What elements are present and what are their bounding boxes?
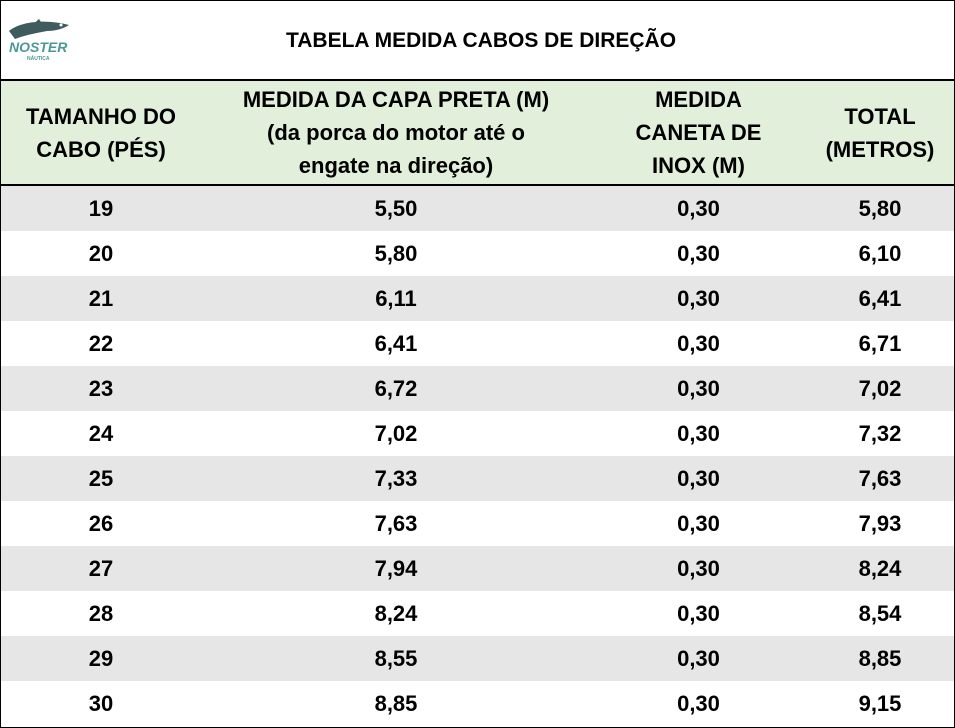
table-cell: 6,72 [374, 376, 418, 401]
table-cell: 0,30 [677, 556, 720, 581]
table-cell: 27 [88, 556, 114, 581]
table-cell: 0,30 [677, 466, 720, 491]
table-row: 19 5,50 0,30 5,80 [1, 186, 954, 231]
table-cell: 19 [88, 196, 114, 221]
table-cell: 7,63 [858, 466, 902, 491]
table-cell: 26 [88, 511, 114, 536]
header-line: CABO (PÉS) [36, 136, 166, 162]
table-cell: 7,93 [858, 511, 902, 536]
table-cell: 22 [88, 331, 114, 356]
table-cell: 6,10 [858, 241, 902, 266]
header-cell: TOTAL (METROS) [806, 81, 954, 184]
header-line: engate na direção) [298, 153, 494, 178]
title-bar: NOSTER NÁUTICA TABELA MEDIDA CABOS DE DI… [1, 1, 954, 81]
table-cell: 6,41 [374, 331, 418, 356]
table-cell: 0,30 [677, 511, 720, 536]
table-cell: 0,30 [677, 421, 720, 446]
table-cell: 8,24 [374, 601, 418, 626]
table-row: 25 7,33 0,30 7,63 [1, 456, 954, 501]
table-row: 23 6,72 0,30 7,02 [1, 366, 954, 411]
table-cell: 25 [88, 466, 114, 491]
table-row: 30 8,85 0,30 9,15 [1, 681, 954, 726]
table-cell: 28 [88, 601, 114, 626]
header-line: (da porca do motor até o [267, 120, 525, 145]
table-row: 28 8,24 0,30 8,54 [1, 591, 954, 636]
table-cell: 6,11 [375, 286, 417, 311]
table-cell: 7,33 [374, 466, 418, 491]
table-cell: 5,80 [858, 196, 902, 221]
header-line: MEDIDA DA CAPA PRETA (M) [242, 87, 550, 112]
table-cell: 7,32 [858, 421, 902, 446]
table-cell: 7,02 [858, 376, 902, 401]
table-cell: 8,54 [858, 601, 902, 626]
table-cell: 0,30 [677, 646, 720, 671]
header-line: INOX (M) [652, 153, 745, 178]
header-cell: MEDIDA CANETA DE INOX (M) [591, 81, 806, 184]
table-cell: 0,30 [677, 196, 720, 221]
table-cell: 30 [88, 691, 114, 716]
header-line: CANETA DE [635, 120, 762, 145]
table-cell: 21 [88, 286, 114, 311]
table-title: TABELA MEDIDA CABOS DE DIREÇÃO [285, 29, 677, 52]
table-cell: 5,50 [374, 196, 418, 221]
table-header: TAMANHO DO CABO (PÉS) MEDIDA DA CAPA PRETA… [1, 81, 954, 186]
table-cell: 7,02 [374, 421, 418, 446]
table-row: 21 6,11 0,30 6,41 [1, 276, 954, 321]
table-cell: 29 [88, 646, 114, 671]
table-cell: 0,30 [677, 691, 720, 716]
table-cell: 0,30 [677, 241, 720, 266]
header-cell: TAMANHO DO CABO (PÉS) [1, 81, 201, 184]
table-row: 27 7,94 0,30 8,24 [1, 546, 954, 591]
table-cell: 9,15 [858, 691, 902, 716]
table-row: 22 6,41 0,30 6,71 [1, 321, 954, 366]
table-cell: 0,30 [677, 286, 720, 311]
header-cell: MEDIDA DA CAPA PRETA (M) (da porca do mot… [201, 81, 591, 184]
table-row: 29 8,55 0,30 8,85 [1, 636, 954, 681]
header-line: (METROS) [825, 136, 935, 162]
header-line: TAMANHO DO [26, 103, 176, 129]
header-line: TOTAL [844, 103, 916, 129]
header-line: MEDIDA [655, 87, 742, 112]
table-cell: 5,80 [374, 241, 418, 266]
table-cell: 6,71 [858, 331, 902, 356]
table-cell: 8,24 [858, 556, 902, 581]
table-row: 26 7,63 0,30 7,93 [1, 501, 954, 546]
table-cell: 20 [88, 241, 114, 266]
table-cell: 23 [88, 376, 114, 401]
table-cell: 0,30 [677, 601, 720, 626]
table-cell: 0,30 [677, 376, 720, 401]
table-cell: 7,94 [374, 556, 418, 581]
table-cell: 8,55 [374, 646, 418, 671]
table-cell: 8,85 [374, 691, 418, 716]
table-cell: 6,41 [858, 286, 902, 311]
table-cell: 8,85 [858, 646, 902, 671]
table-row: 24 7,02 0,30 7,32 [1, 411, 954, 456]
table-cell: 24 [88, 421, 114, 446]
logo-name: NOSTER [9, 39, 68, 55]
logo-tagline: NÁUTICA [27, 56, 50, 62]
table-cell: 0,30 [677, 331, 720, 356]
table-cell: 7,63 [374, 511, 418, 536]
table-row: 20 5,80 0,30 6,10 [1, 231, 954, 276]
logo-icon [9, 19, 69, 39]
